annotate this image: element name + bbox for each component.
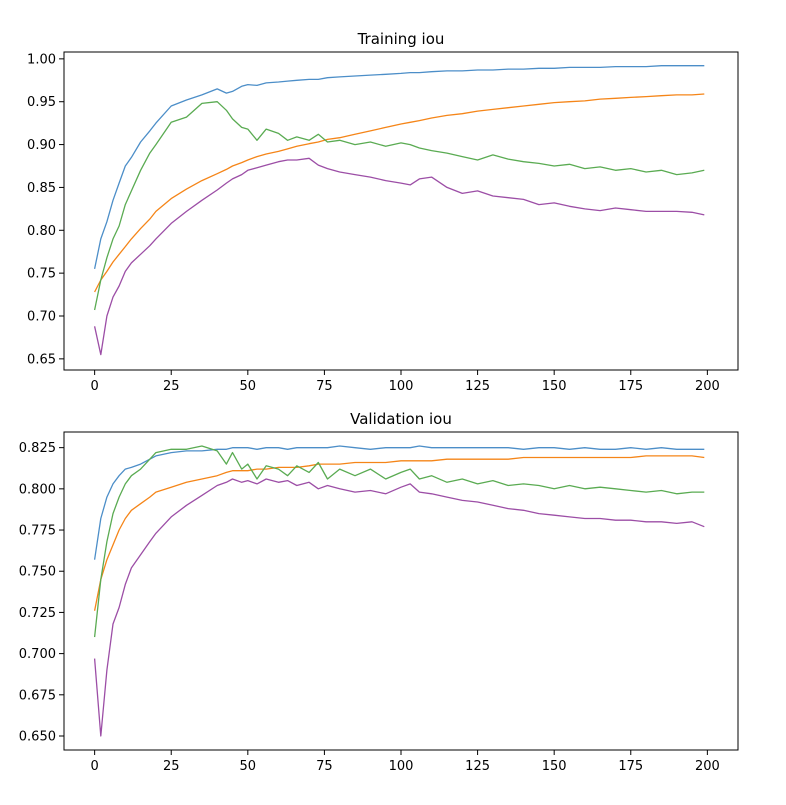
validation-iou-x-tick-label: 0 bbox=[90, 759, 98, 774]
validation-iou-series-line-3 bbox=[93, 445, 705, 638]
training-iou-series-line-4 bbox=[93, 157, 705, 356]
validation-iou-title: Validation iou bbox=[350, 410, 452, 428]
training-iou-y-tick-label: 0.90 bbox=[27, 138, 56, 153]
training-iou-x-tick-label: 50 bbox=[240, 379, 257, 394]
validation-iou-series-line-4 bbox=[93, 478, 705, 737]
training-iou-title: Training iou bbox=[357, 30, 445, 48]
validation-iou-series-line-2 bbox=[93, 455, 705, 611]
validation-iou-x-tick-label: 125 bbox=[465, 759, 490, 774]
validation-iou-y-tick-label: 0.750 bbox=[19, 565, 56, 580]
validation-iou-x-tick-label: 175 bbox=[618, 759, 643, 774]
validation-iou-y-tick-label: 0.725 bbox=[19, 606, 56, 621]
training-iou-series-line-2 bbox=[94, 93, 705, 293]
training-iou-y-tick-label: 0.65 bbox=[27, 352, 56, 367]
validation-iou-x-tick-label: 75 bbox=[316, 759, 333, 774]
training-iou-axes: 0 25 50 75 100 125 150 175 200 0.65 0.70 0.75 0.80 0.… bbox=[27, 52, 720, 394]
validation-iou-frame bbox=[63, 431, 739, 751]
validation-iou-y-tick-label: 0.775 bbox=[19, 524, 56, 539]
training-iou-panel: Training iou 0 25 50 75 100 125 150 175 2000.650… bbox=[27, 30, 739, 394]
training-iou-y-tick-label: 0.85 bbox=[27, 181, 56, 196]
training-iou-y-tick-label: 0.95 bbox=[27, 95, 56, 110]
training-iou-y-tick-label: 1.00 bbox=[27, 52, 56, 67]
validation-iou-y-tick-label: 0.825 bbox=[19, 441, 56, 456]
validation-iou-y-tick-label: 0.800 bbox=[19, 482, 56, 497]
training-iou-x-tick-label: 100 bbox=[389, 379, 414, 394]
training-iou-series bbox=[93, 65, 705, 356]
training-iou-frame bbox=[63, 51, 739, 371]
validation-iou-x-tick-label: 200 bbox=[695, 759, 720, 774]
training-iou-x-tick-label: 125 bbox=[465, 379, 490, 394]
training-iou-series-line-1 bbox=[93, 65, 705, 270]
training-iou-y-tick-label: 0.70 bbox=[27, 310, 56, 325]
training-iou-x-tick-label: 75 bbox=[316, 379, 333, 394]
validation-iou-panel: Validation iou 0 25 50 75 100 125 150 175 200 0.6… bbox=[19, 410, 739, 774]
validation-iou-x-tick-label: 25 bbox=[163, 759, 180, 774]
validation-iou-y-tick-label: 0.675 bbox=[19, 688, 56, 703]
training-iou-series-line-3 bbox=[93, 101, 705, 311]
validation-iou-x-tick-label: 100 bbox=[389, 759, 414, 774]
training-iou-x-tick-label: 25 bbox=[163, 379, 180, 394]
training-iou-x-tick-label: 200 bbox=[695, 379, 720, 394]
validation-iou-y-tick-label: 0.650 bbox=[19, 729, 56, 744]
training-iou-x-tick-label: 150 bbox=[542, 379, 567, 394]
validation-iou-x-tick-label: 50 bbox=[240, 759, 257, 774]
training-iou-x-tick-label: 0 bbox=[90, 379, 98, 394]
validation-iou-series bbox=[93, 445, 705, 737]
validation-iou-x-tick-label: 150 bbox=[542, 759, 567, 774]
training-iou-y-tick-label: 0.80 bbox=[27, 224, 56, 239]
training-iou-x-tick-label: 175 bbox=[618, 379, 643, 394]
validation-iou-series-line-1 bbox=[93, 445, 705, 560]
training-iou-y-tick-label: 0.75 bbox=[27, 267, 56, 282]
validation-iou-axes: 0 25 50 75 100 125 150 175 200 0.650 0.675 0.700 0.7… bbox=[19, 441, 720, 774]
validation-iou-y-tick-label: 0.700 bbox=[19, 647, 56, 662]
